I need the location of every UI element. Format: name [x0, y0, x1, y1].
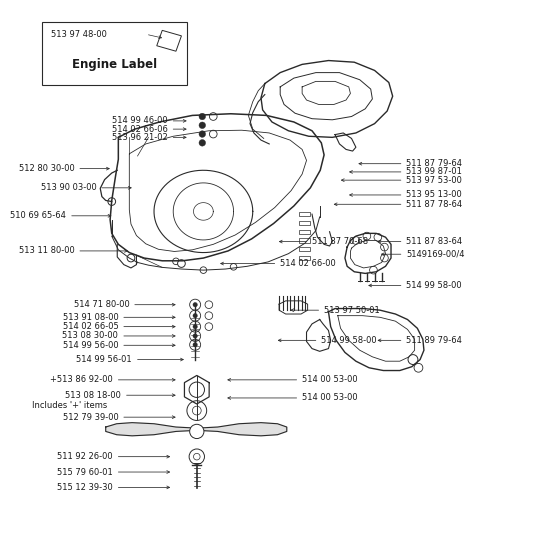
- Text: 514 02 66-05: 514 02 66-05: [63, 322, 118, 331]
- Bar: [300, 239, 310, 242]
- Text: 512 80 30-00: 512 80 30-00: [18, 164, 74, 173]
- Circle shape: [193, 302, 197, 307]
- Circle shape: [193, 324, 197, 329]
- Text: 511 87 83-64: 511 87 83-64: [407, 237, 463, 246]
- Circle shape: [190, 424, 204, 438]
- Text: 513 08 18-00: 513 08 18-00: [65, 391, 121, 400]
- Text: 513 97 48-00: 513 97 48-00: [52, 30, 108, 39]
- Text: 511 87 70-68: 511 87 70-68: [312, 237, 368, 246]
- Bar: [300, 256, 310, 260]
- Text: 513 91 08-00: 513 91 08-00: [63, 313, 118, 322]
- Text: 513 95 13-00: 513 95 13-00: [407, 190, 462, 199]
- Text: 513 99 87-01: 513 99 87-01: [407, 167, 462, 176]
- Text: 515 12 39-30: 515 12 39-30: [57, 483, 113, 492]
- Text: 514 02 66-00: 514 02 66-00: [280, 259, 336, 268]
- Circle shape: [199, 139, 206, 146]
- Text: 514 99 56-00: 514 99 56-00: [63, 341, 118, 350]
- Circle shape: [199, 131, 206, 137]
- Circle shape: [178, 260, 185, 267]
- Text: 511 87 78-64: 511 87 78-64: [407, 200, 463, 209]
- Text: Engine Label: Engine Label: [72, 58, 157, 71]
- Text: 514 99 46-00: 514 99 46-00: [112, 116, 167, 125]
- Text: 513 08 30-00: 513 08 30-00: [63, 332, 118, 340]
- Text: 511 89 79-64: 511 89 79-64: [407, 336, 462, 345]
- Circle shape: [193, 334, 197, 338]
- Text: 512 79 39-00: 512 79 39-00: [63, 413, 118, 422]
- Text: 511 92 26-00: 511 92 26-00: [57, 452, 113, 461]
- Text: 510 69 65-64: 510 69 65-64: [10, 211, 66, 220]
- Text: 5149169-00/4: 5149169-00/4: [407, 250, 465, 259]
- Circle shape: [193, 343, 197, 347]
- Bar: [300, 212, 310, 216]
- Bar: [300, 221, 310, 225]
- Circle shape: [193, 314, 197, 318]
- Circle shape: [127, 254, 135, 262]
- Text: 513 96 21-02: 513 96 21-02: [112, 133, 167, 142]
- Text: 511 87 79-64: 511 87 79-64: [407, 159, 463, 168]
- Circle shape: [199, 122, 206, 129]
- Text: 515 79 60-01: 515 79 60-01: [57, 468, 113, 477]
- Text: 514 02 66-06: 514 02 66-06: [112, 125, 167, 134]
- Text: 514 00 53-00: 514 00 53-00: [302, 375, 358, 384]
- Bar: [41, 22, 187, 85]
- Text: +513 86 92-00: +513 86 92-00: [50, 375, 113, 384]
- Text: 514 71 80-00: 514 71 80-00: [73, 300, 129, 309]
- Text: 513 90 03-00: 513 90 03-00: [41, 183, 96, 192]
- Bar: [300, 247, 310, 251]
- Text: 514 99 58-00: 514 99 58-00: [407, 281, 462, 290]
- Text: 513 97 53-00: 513 97 53-00: [407, 176, 462, 185]
- Text: 513 97 50-01: 513 97 50-01: [324, 306, 380, 315]
- Text: 514 99 58-00: 514 99 58-00: [321, 336, 377, 345]
- Text: 513 11 80-00: 513 11 80-00: [18, 246, 74, 255]
- Text: 514 99 56-01: 514 99 56-01: [76, 355, 132, 364]
- Text: Includes '+' items: Includes '+' items: [32, 400, 108, 409]
- Bar: [300, 230, 310, 234]
- Polygon shape: [106, 423, 287, 436]
- Text: 514 00 53-00: 514 00 53-00: [302, 394, 358, 403]
- Circle shape: [199, 113, 206, 120]
